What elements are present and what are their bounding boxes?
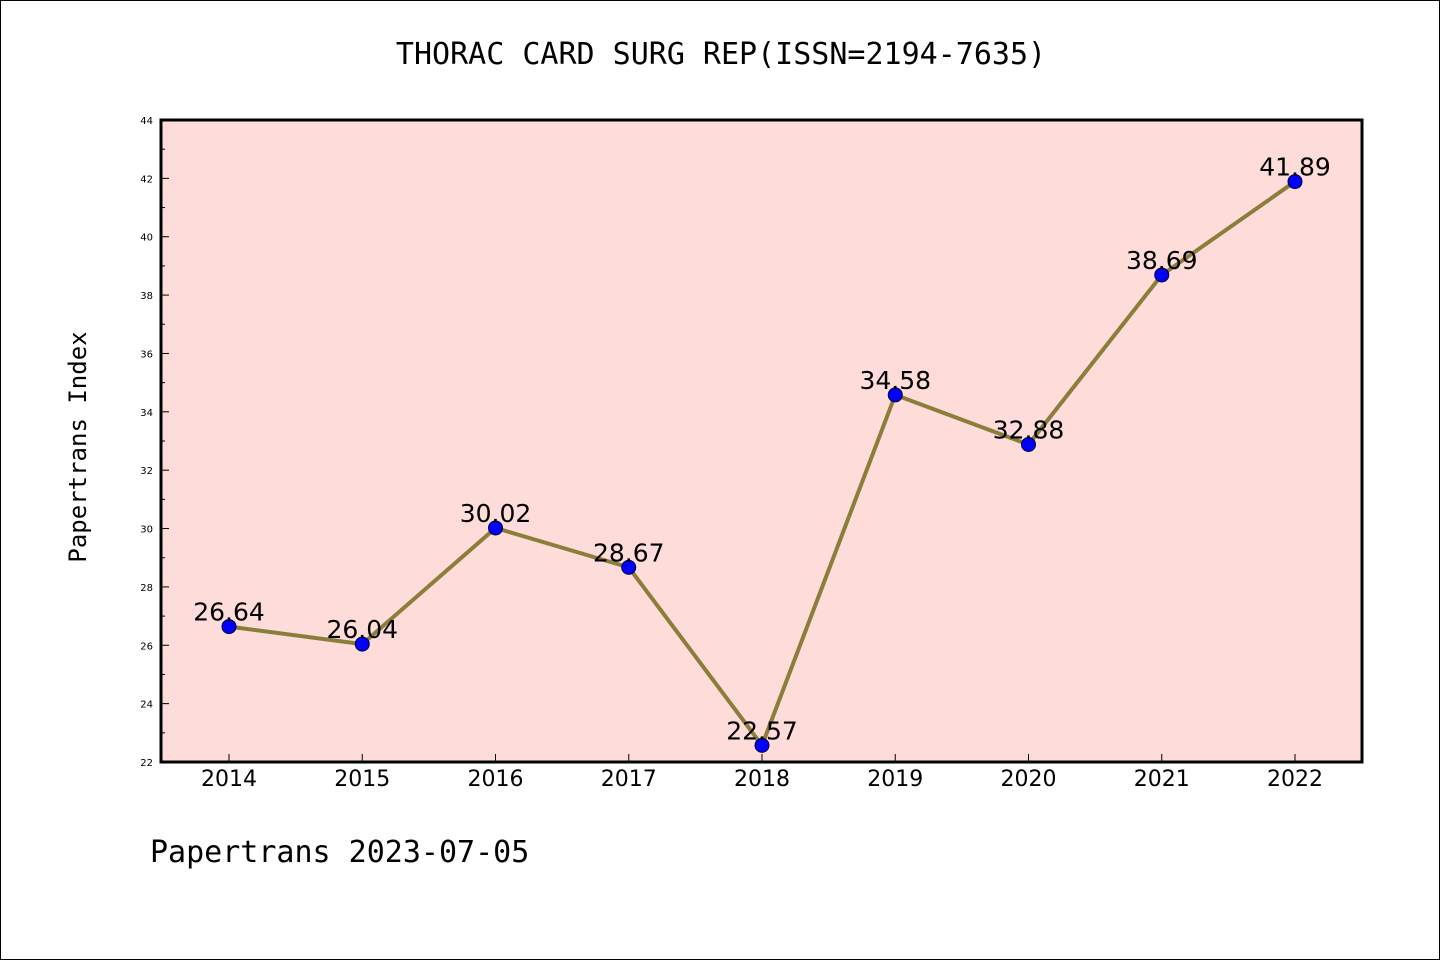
x-tick-label: 2021 [1134,767,1190,792]
x-tick-label: 2022 [1267,767,1323,792]
data-point [754,737,770,753]
chart-title: THORAC CARD SURG REP(ISSN=2194-7635) [395,37,1047,72]
y-tick-label: 26 [140,641,153,652]
plot-background [159,118,1364,764]
y-tick-label: 40 [140,233,153,244]
data-point [1154,267,1170,283]
data-point [488,520,503,536]
y-tick-label: 36 [140,349,153,360]
x-tick-label: 2018 [734,767,790,792]
x-tick-label: 2016 [468,767,524,792]
footer-note: Papertrans 2023-07-05 [150,835,530,870]
data-label: 34.58 [859,366,931,395]
y-tick-label: 38 [140,291,153,302]
y-tick-label: 24 [140,700,153,711]
data-label: 26.04 [326,615,398,644]
data-point [887,387,903,403]
x-tick-label: 2020 [1001,767,1057,792]
data-label: 38.69 [1126,246,1198,275]
x-tick-label: 2014 [201,767,257,792]
y-tick-label: 34 [140,408,153,419]
y-axis: 22 24 26 28 30 32 34 36 38 40 42 44 [140,116,169,769]
y-tick-label: 22 [140,758,153,769]
data-point [1287,174,1303,190]
x-tick-label: 2017 [601,767,657,792]
data-label: 26.64 [193,598,265,627]
data-label: 32.88 [993,416,1065,445]
y-tick-label: 42 [140,174,153,185]
data-point [221,619,237,635]
x-axis: 2014 2015 2016 2017 2018 2019 2020 2021 2022 [201,754,1323,792]
x-tick-label: 2019 [867,767,923,792]
y-tick-label: 30 [140,525,153,536]
data-point [1021,437,1036,453]
data-label: 22.57 [726,716,798,745]
series-layer: 26.64 26.04 30.02 28.67 22.57 34.58 32.88 38.69… [193,153,1331,753]
data-label: 30.02 [460,499,532,528]
data-label: 28.67 [593,538,665,567]
data-point [354,636,370,652]
x-tick-label: 2015 [334,767,390,792]
y-tick-label: 44 [140,116,153,127]
data-label: 41.89 [1259,153,1331,182]
data-point [621,559,637,575]
y-tick-label: 28 [140,583,153,594]
y-tick-label: 32 [140,466,153,477]
